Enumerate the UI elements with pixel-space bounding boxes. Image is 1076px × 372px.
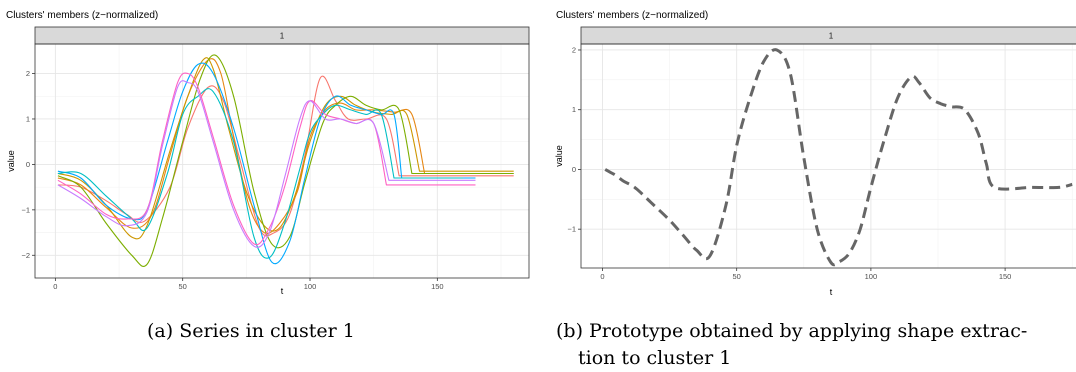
chart-a-ytick-label: 0 bbox=[26, 160, 30, 169]
chart-a-title: Clusters' members (z−normalized) bbox=[6, 10, 158, 21]
chart-a-xtick-label: 0 bbox=[53, 282, 57, 291]
chart-a-ytick-label: −1 bbox=[21, 205, 30, 214]
caption-a: (a) Series in cluster 1 bbox=[147, 320, 355, 342]
chart-a-series-8 bbox=[57, 80, 476, 248]
chart-b-title: Clusters' members (z−normalized) bbox=[556, 10, 708, 21]
chart-a-strip-label: 1 bbox=[280, 32, 285, 41]
chart-a-ytick-label: −2 bbox=[21, 251, 30, 260]
chart-b-xtick-label: 150 bbox=[999, 272, 1012, 281]
chart-a-series-5 bbox=[57, 62, 476, 265]
chart-a-series-6 bbox=[57, 88, 463, 259]
chart-a-series-4 bbox=[57, 54, 514, 267]
panel-b: Clusters' members (z−normalized) 1 0 50 10… bbox=[548, 0, 1076, 300]
chart-a-ylabel: value bbox=[6, 150, 16, 172]
chart-b-xtick-label: 0 bbox=[600, 272, 604, 281]
caption-b: (b) Prototype obtained by applying shape… bbox=[556, 318, 1027, 372]
chart-b-ytick-label: 2 bbox=[572, 45, 576, 54]
chart-b-ytick-label: 0 bbox=[572, 165, 576, 174]
panel-a: Clusters' members (z−normalized) 1 0 50 10… bbox=[0, 0, 540, 300]
chart-a: Clusters' members (z−normalized) 1 0 50 10… bbox=[6, 10, 530, 296]
caption-b-line1: (b) Prototype obtained by applying shape… bbox=[556, 320, 1028, 342]
chart-a-ytick-label: 2 bbox=[26, 69, 30, 78]
chart-a-xlabel: t bbox=[281, 286, 284, 296]
caption-b-line2: tion to cluster 1 bbox=[578, 347, 732, 369]
chart-b: Clusters' members (z−normalized) 1 0 50 10… bbox=[554, 10, 1076, 297]
chart-b-xtick-label: 100 bbox=[865, 272, 878, 281]
chart-a-series-7 bbox=[57, 72, 476, 246]
chart-a-xtick-label: 100 bbox=[304, 282, 317, 291]
chart-a-xtick-label: 50 bbox=[179, 282, 187, 291]
chart-b-ytick-label: 1 bbox=[572, 105, 576, 114]
chart-a-xtick-label: 150 bbox=[431, 282, 444, 291]
chart-b-xtick-label: 50 bbox=[733, 272, 741, 281]
chart-b-xlabel: t bbox=[830, 287, 833, 297]
chart-b-ylabel: value bbox=[554, 145, 564, 167]
chart-b-ytick-label: −1 bbox=[567, 225, 576, 234]
chart-a-ytick-label: 1 bbox=[26, 114, 30, 123]
chart-b-strip-label: 1 bbox=[829, 32, 834, 41]
chart-b-series-1 bbox=[604, 48, 1073, 267]
